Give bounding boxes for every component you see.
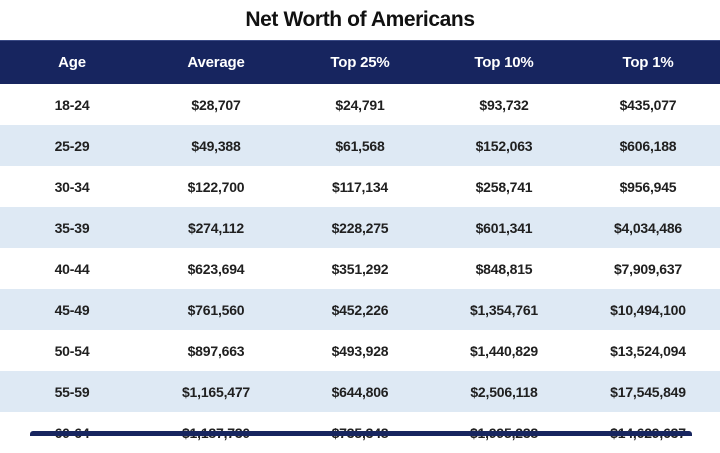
value-cell: $452,226 bbox=[288, 289, 432, 330]
age-cell: 35-39 bbox=[0, 207, 144, 248]
value-cell: $956,945 bbox=[576, 166, 720, 207]
value-cell: $644,806 bbox=[288, 371, 432, 412]
age-cell: 55-59 bbox=[0, 371, 144, 412]
value-cell: $49,388 bbox=[144, 125, 288, 166]
age-cell: 30-34 bbox=[0, 166, 144, 207]
column-header-age: Age bbox=[0, 40, 144, 84]
value-cell: $623,694 bbox=[144, 248, 288, 289]
table-header-row: Age Average Top 25% Top 10% Top 1% bbox=[0, 40, 720, 84]
value-cell: $351,292 bbox=[288, 248, 432, 289]
table-row-55-59: 55-59 $1,165,477 $644,806 $2,506,118 $17,545… bbox=[0, 371, 720, 412]
value-cell: $61,568 bbox=[288, 125, 432, 166]
value-cell: $1,440,829 bbox=[432, 330, 576, 371]
value-cell: $93,732 bbox=[432, 84, 576, 125]
age-cell: 45-49 bbox=[0, 289, 144, 330]
value-cell: $10,494,100 bbox=[576, 289, 720, 330]
table-row-30-34: 30-34 $122,700 $117,134 $258,741 $956,945 bbox=[0, 166, 720, 207]
table-body: 18-24 $28,707 $24,791 $93,732 $435,077 25-29 $… bbox=[0, 84, 720, 453]
age-cell: 18-24 bbox=[0, 84, 144, 125]
column-header-top-10: Top 10% bbox=[432, 40, 576, 84]
title-bar: Net Worth of Americans bbox=[0, 0, 720, 40]
value-cell: $606,188 bbox=[576, 125, 720, 166]
table-row-35-39: 35-39 $274,112 $228,275 $601,341 $4,034,486 bbox=[0, 207, 720, 248]
value-cell: $24,791 bbox=[288, 84, 432, 125]
net-worth-page: Net Worth of Americans Age Average Top 25%… bbox=[0, 0, 720, 441]
value-cell: $258,741 bbox=[432, 166, 576, 207]
table-header: Age Average Top 25% Top 10% Top 1% bbox=[0, 40, 720, 84]
value-cell: $493,928 bbox=[288, 330, 432, 371]
table-row-45-49: 45-49 $761,560 $452,226 $1,354,761 $10,494,1… bbox=[0, 289, 720, 330]
value-cell: $122,700 bbox=[144, 166, 288, 207]
value-cell: $897,663 bbox=[144, 330, 288, 371]
value-cell: $761,560 bbox=[144, 289, 288, 330]
column-header-average: Average bbox=[144, 40, 288, 84]
value-cell: $13,524,094 bbox=[576, 330, 720, 371]
value-cell: $1,165,477 bbox=[144, 371, 288, 412]
column-header-top-1: Top 1% bbox=[576, 40, 720, 84]
value-cell: $28,707 bbox=[144, 84, 288, 125]
value-cell: $4,034,486 bbox=[576, 207, 720, 248]
value-cell: $7,909,637 bbox=[576, 248, 720, 289]
age-cell: 40-44 bbox=[0, 248, 144, 289]
page-title: Net Worth of Americans bbox=[245, 8, 475, 31]
value-cell: $17,545,849 bbox=[576, 371, 720, 412]
table-row-50-54: 50-54 $897,663 $493,928 $1,440,829 $13,524,0… bbox=[0, 330, 720, 371]
value-cell: $848,815 bbox=[432, 248, 576, 289]
age-cell: 25-29 bbox=[0, 125, 144, 166]
net-worth-table: Age Average Top 25% Top 10% Top 1% 18-24 $28,… bbox=[0, 40, 720, 453]
value-cell: $274,112 bbox=[144, 207, 288, 248]
column-header-top-25: Top 25% bbox=[288, 40, 432, 84]
value-cell: $601,341 bbox=[432, 207, 576, 248]
value-cell: $2,506,118 bbox=[432, 371, 576, 412]
value-cell: $152,063 bbox=[432, 125, 576, 166]
table-row-18-24: 18-24 $28,707 $24,791 $93,732 $435,077 bbox=[0, 84, 720, 125]
table-row-40-44: 40-44 $623,694 $351,292 $848,815 $7,909,637 bbox=[0, 248, 720, 289]
value-cell: $117,134 bbox=[288, 166, 432, 207]
value-cell: $435,077 bbox=[576, 84, 720, 125]
table-row-25-29: 25-29 $49,388 $61,568 $152,063 $606,188 bbox=[0, 125, 720, 166]
age-cell: 50-54 bbox=[0, 330, 144, 371]
cropped-next-header-bar bbox=[30, 431, 692, 436]
value-cell: $228,275 bbox=[288, 207, 432, 248]
value-cell: $1,354,761 bbox=[432, 289, 576, 330]
